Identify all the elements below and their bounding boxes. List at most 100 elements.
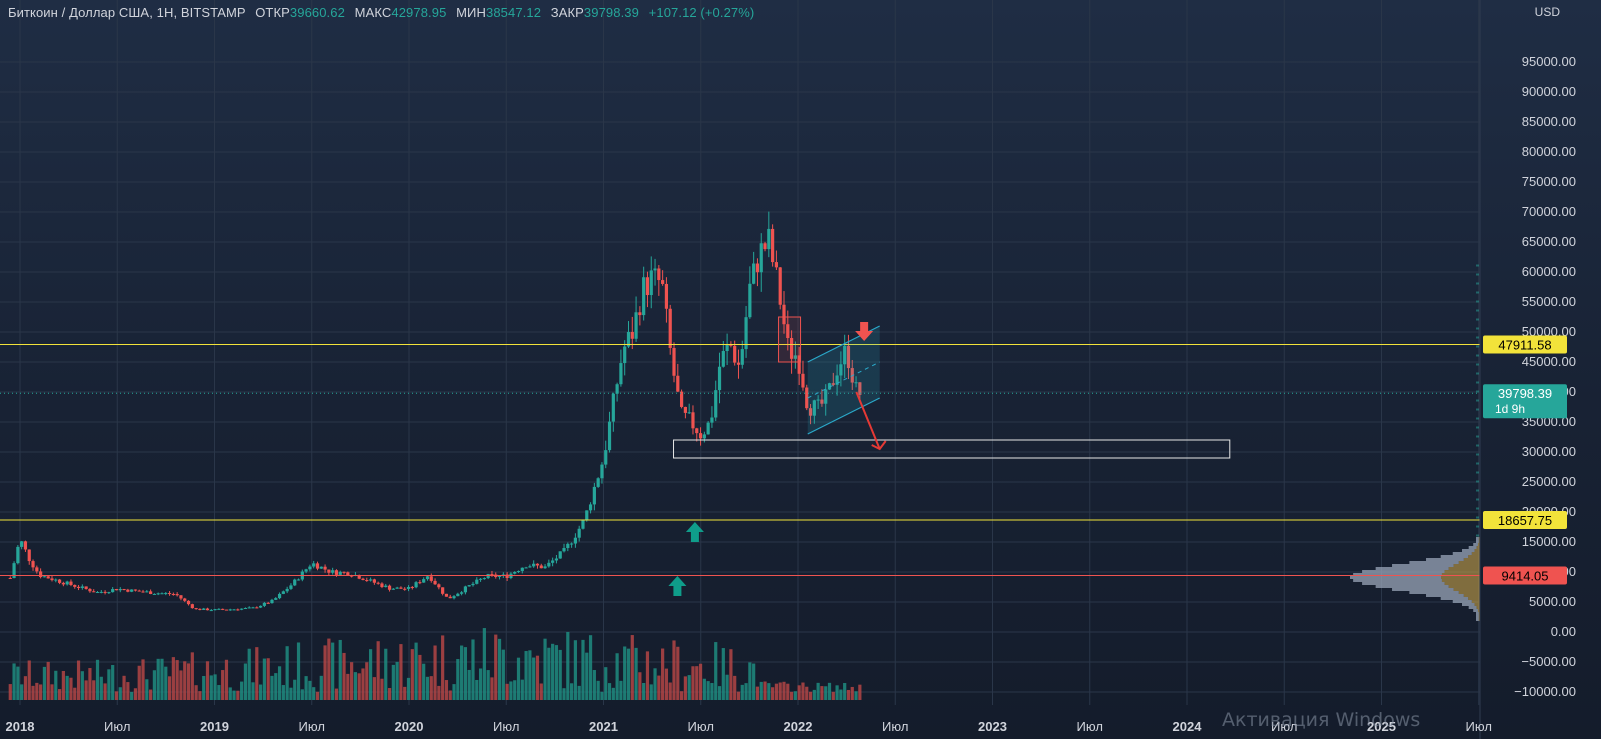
change-value: +107.12 (+0.27%)	[648, 5, 755, 20]
profile-bar	[1476, 336, 1479, 339]
profile-bar	[1476, 618, 1479, 621]
y-tick-label: 60000.00	[1522, 264, 1576, 279]
volume-bar	[748, 662, 752, 700]
profile-bar-accent	[1448, 567, 1480, 570]
volume-bar	[858, 684, 862, 700]
candle-body	[433, 580, 437, 585]
volume-bar	[399, 644, 403, 700]
volume-bar	[444, 680, 449, 700]
candle-body	[740, 349, 744, 365]
x-tick-label: Июл	[493, 719, 519, 734]
profile-bar-accent	[1468, 597, 1480, 600]
profile-bar	[1476, 615, 1479, 618]
highlight-box[interactable]	[778, 316, 802, 363]
arrow-down-icon[interactable]	[855, 322, 874, 341]
candle-body	[585, 510, 589, 521]
candle-body	[57, 579, 62, 583]
volume-bar	[372, 677, 376, 700]
candle-body	[365, 580, 369, 582]
volume-bar	[505, 683, 509, 700]
y-tick-label: 65000.00	[1522, 234, 1576, 249]
profile-bar	[1350, 576, 1441, 579]
x-tick-label: Июл	[882, 719, 908, 734]
support-zone-rect[interactable]	[673, 439, 1231, 459]
volume-bar	[319, 675, 323, 700]
volume-bar	[31, 685, 35, 700]
chart-drawings[interactable]	[0, 316, 1480, 596]
candle-body	[816, 399, 820, 401]
candle-body	[179, 595, 183, 599]
volume-bar	[171, 657, 175, 700]
arrow-up-icon[interactable]	[668, 576, 687, 596]
profile-bar-accent	[1463, 594, 1480, 597]
volume-bar	[236, 690, 240, 700]
profile-bar-accent	[1478, 615, 1480, 618]
profile-bar	[1362, 582, 1445, 585]
profile-bar	[1476, 540, 1479, 543]
profile-bar	[1476, 282, 1479, 285]
channel-lower-line[interactable]	[807, 397, 880, 435]
candle-body	[391, 588, 395, 590]
volume-bar	[376, 641, 380, 700]
volume-bar	[615, 653, 619, 700]
candle-body	[672, 347, 676, 376]
candle-body	[130, 589, 134, 592]
symbol-title[interactable]: Биткоин / Доллар США, 1Н, BITSTAMP	[8, 5, 246, 20]
candle-body	[243, 608, 248, 610]
candle-body	[350, 575, 354, 577]
volume-bar	[327, 638, 331, 700]
profile-bar	[1476, 480, 1479, 483]
profile-bar	[1426, 558, 1464, 561]
candle-body	[706, 422, 710, 435]
candle-body	[42, 576, 47, 578]
volume-bar	[695, 666, 699, 700]
volume-bar	[255, 647, 259, 700]
candle-body	[490, 573, 494, 575]
volume-bar	[850, 686, 854, 700]
candle-body	[156, 593, 160, 595]
volume-bar	[410, 649, 414, 700]
candle-body	[471, 583, 475, 586]
volume-bar	[27, 660, 31, 700]
volume-bar	[619, 680, 623, 700]
volume-bar	[65, 675, 69, 700]
time-axis[interactable]: 2018 Июл 2019 Июл 2020 Июл 2021 Июл 2022 Июл 2023 И…	[6, 719, 1492, 734]
y-tick-label: 5000.00	[1529, 594, 1576, 609]
volume-bar	[422, 663, 426, 700]
candle-body	[54, 579, 58, 581]
candle-body	[20, 541, 24, 547]
candle-body	[448, 596, 452, 599]
candle-body	[566, 543, 570, 549]
volume-bar	[683, 676, 687, 700]
volume-bar	[365, 662, 369, 700]
volume-bar	[846, 689, 851, 700]
candle-body	[710, 417, 714, 423]
arrow-up-icon[interactable]	[685, 522, 704, 542]
volume-bar	[752, 663, 756, 700]
candle-body	[160, 593, 164, 595]
candle-body	[80, 586, 84, 588]
price-level-badge-text: 18657.75	[1498, 513, 1552, 528]
volume-bar	[429, 676, 433, 700]
x-tick-label: Июл	[299, 719, 325, 734]
volume-bar	[653, 668, 657, 700]
projection-arrow-line[interactable]	[855, 391, 881, 450]
candle-body	[698, 433, 703, 439]
price-level-badge	[1483, 511, 1567, 530]
volume-bar	[645, 651, 650, 700]
candle-body	[759, 243, 763, 273]
candle-body	[771, 228, 775, 263]
volume-bar	[835, 685, 839, 700]
bar-countdown-text: 1d 9h	[1495, 402, 1525, 416]
x-tick-label: 2019	[200, 719, 229, 734]
volume-bar	[843, 683, 847, 700]
profile-bar	[1476, 516, 1479, 519]
candle-body	[607, 421, 612, 451]
volume-bar	[133, 688, 138, 700]
profile-bar	[1476, 363, 1479, 366]
profile-bar	[1476, 534, 1479, 537]
x-tick-label: Июл	[104, 719, 130, 734]
price-axis[interactable]: USD 95000.00 90000.00 85000.00 80000.00 75000…	[1479, 0, 1576, 739]
